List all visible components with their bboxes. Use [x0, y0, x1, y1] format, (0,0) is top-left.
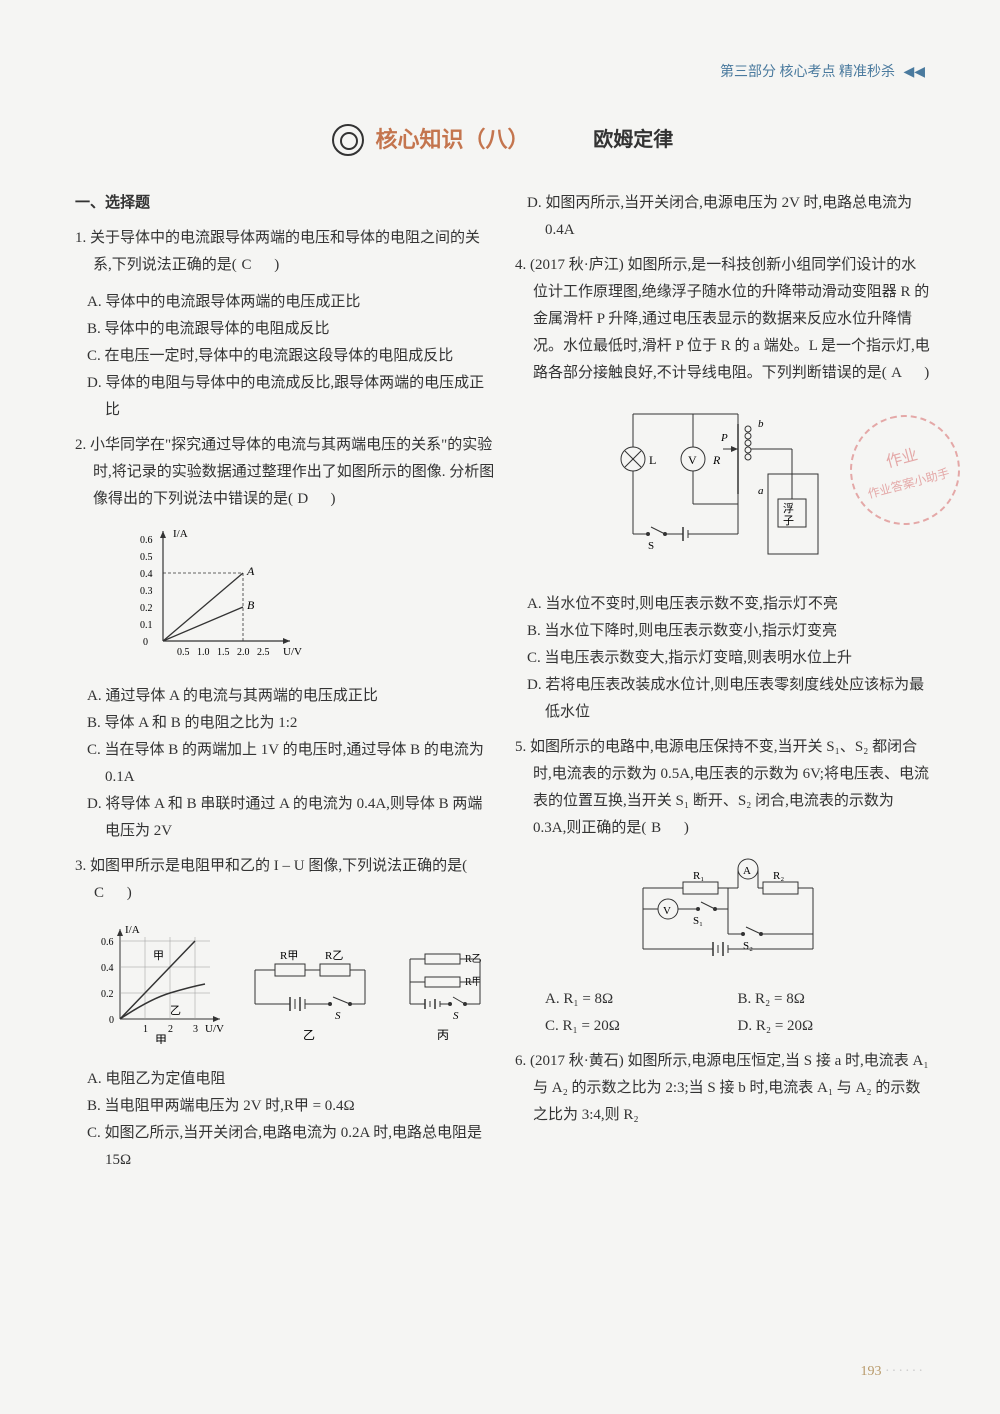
svg-text:0.1: 0.1: [140, 620, 153, 631]
svg-text:V: V: [688, 453, 697, 467]
q5-optB: B. R₂ = 8Ω: [738, 986, 931, 1013]
svg-text:A: A: [743, 865, 751, 877]
svg-text:S₂: S₂: [743, 940, 753, 952]
q2-graph: I/A U/V 0 0.1 0.2 0.3 0.4 0.5 0.6 0.5 1.…: [135, 523, 495, 673]
page-title: 核心知识（八） 欧姆定律: [75, 120, 930, 160]
q5-diagram: A R₁ R₂ V S₁: [515, 854, 930, 974]
svg-text:I/A: I/A: [173, 528, 188, 540]
svg-text:0.3: 0.3: [140, 586, 153, 597]
q2-stem: 2. 小华同学在"探究通过导体的电流与其两端电压的关系"的实验时,将记录的实验数…: [75, 432, 495, 513]
svg-text:0.6: 0.6: [140, 535, 153, 546]
svg-text:1: 1: [143, 1024, 148, 1035]
svg-text:0: 0: [109, 1015, 114, 1026]
q1-optD: D. 导体的电阻与导体中的电流成反比,跟导体两端的电压成正比: [75, 370, 495, 424]
q1-optC: C. 在电压一定时,导体中的电流跟这段导体的电阻成反比: [75, 343, 495, 370]
svg-text:0.2: 0.2: [140, 603, 153, 614]
svg-text:丙: 丙: [437, 1028, 449, 1042]
svg-text:浮: 浮: [783, 502, 794, 515]
svg-text:a: a: [758, 485, 764, 497]
q1-optA: A. 导体中的电流跟导体两端的电压成正比: [75, 289, 495, 316]
q1-answer: C: [241, 252, 271, 279]
svg-text:I/A: I/A: [125, 924, 140, 936]
section-title: 一、选择题: [75, 190, 495, 217]
q5-optC: C. R₁ = 20Ω: [545, 1013, 738, 1040]
q3-optC: C. 如图乙所示,当开关闭合,电路电流为 0.2A 时,电路总电阻是 15Ω: [75, 1120, 495, 1174]
left-column: 一、选择题 1. 关于导体中的电流跟导体两端的电压和导体的电阻之间的关系,下列说…: [75, 190, 495, 1174]
svg-text:0.4: 0.4: [101, 963, 114, 974]
svg-text:甲: 甲: [155, 1033, 167, 1044]
q2-optD: D. 将导体 A 和 B 串联时通过 A 的电流为 0.4A,则导体 B 两端电…: [75, 791, 495, 845]
q4-stem: 4. (2017 秋·庐江) 如图所示,是一科技创新小组同学们设计的水位计工作原…: [515, 252, 930, 387]
svg-text:0.5: 0.5: [140, 552, 153, 563]
title-sub: 欧姆定律: [593, 129, 673, 151]
content-area: 一、选择题 1. 关于导体中的电流跟导体两端的电压和导体的电阻之间的关系,下列说…: [75, 190, 930, 1174]
svg-text:R₂: R₂: [773, 870, 784, 882]
q5-answer: B: [650, 815, 680, 842]
svg-text:1.0: 1.0: [197, 647, 210, 658]
svg-text:0.5: 0.5: [177, 647, 190, 658]
q1-stem: 1. 关于导体中的电流跟导体两端的电压和导体的电阻之间的关系,下列说法正确的是(…: [75, 225, 495, 279]
svg-text:R₁: R₁: [693, 870, 704, 882]
q4-optA: A. 当水位不变时,则电压表示数不变,指示灯不亮: [515, 591, 930, 618]
q3-diagram: I/A U/V 0 0.2 0.4 0.6 1 2 3: [75, 919, 495, 1054]
q4-optB: B. 当水位下降时,则电压表示数变小,指示灯变亮: [515, 618, 930, 645]
q4-optD: D. 若将电压表改装成水位计,则电压表零刻度线处应该标为最低水位: [515, 672, 930, 726]
q6-stem: 6. (2017 秋·黄石) 如图所示,电源电压恒定,当 S 接 a 时,电流表…: [515, 1048, 930, 1129]
q2-answer: D: [297, 486, 327, 513]
title-main: 核心知识（八）: [375, 127, 529, 152]
q4-optC: C. 当电压表示数变大,指示灯变暗,则表明水位上升: [515, 645, 930, 672]
svg-text:0: 0: [143, 637, 148, 648]
svg-text:2: 2: [168, 1024, 173, 1035]
svg-text:R乙: R乙: [325, 949, 343, 962]
svg-text:S: S: [453, 1010, 459, 1022]
svg-text:子: 子: [783, 514, 794, 527]
svg-text:V: V: [663, 905, 671, 917]
svg-text:S: S: [648, 540, 654, 552]
q2-optC: C. 当在导体 B 的两端加上 1V 的电压时,通过导体 B 的电流为 0.1A: [75, 737, 495, 791]
q1-optB: B. 导体中的电流跟导体的电阻成反比: [75, 316, 495, 343]
q3-optD: D. 如图丙所示,当开关闭合,电源电压为 2V 时,电路总电流为 0.4A: [515, 190, 930, 244]
svg-text:L: L: [649, 453, 656, 467]
right-column: D. 如图丙所示,当开关闭合,电源电压为 2V 时,电路总电流为 0.4A 4.…: [515, 190, 930, 1174]
target-icon: [332, 124, 364, 156]
header-breadcrumb: 第三部分 核心考点 精准秒杀 ◀◀: [720, 60, 925, 85]
q5-stem: 5. 如图所示的电路中,电源电压保持不变,当开关 S₁、S₂ 都闭合时,电流表的…: [515, 734, 930, 842]
svg-text:P: P: [720, 432, 728, 444]
q3-stem: 3. 如图甲所示是电阻甲和乙的 I – U 图像,下列说法正确的是( C ): [75, 853, 495, 907]
q5-optD: D. R₂ = 20Ω: [738, 1013, 931, 1040]
svg-text:A: A: [246, 564, 255, 578]
svg-text:2.5: 2.5: [257, 647, 270, 658]
q2-optB: B. 导体 A 和 B 的电阻之比为 1:2: [75, 710, 495, 737]
q3-answer: C: [93, 880, 123, 907]
q3-optB: B. 当电阻甲两端电压为 2V 时,R甲 = 0.4Ω: [75, 1093, 495, 1120]
svg-text:S₁: S₁: [693, 915, 703, 927]
svg-text:乙: 乙: [303, 1028, 315, 1042]
svg-text:2.0: 2.0: [237, 647, 250, 658]
page-number: 193 ······: [861, 1359, 925, 1384]
svg-text:B: B: [247, 598, 255, 612]
svg-text:乙: 乙: [170, 1004, 181, 1017]
svg-text:0.6: 0.6: [101, 937, 114, 948]
svg-text:b: b: [758, 418, 764, 430]
q4-answer: A: [891, 360, 921, 387]
svg-text:0.2: 0.2: [101, 989, 114, 1000]
svg-text:甲: 甲: [153, 950, 164, 962]
arrow-icon: ◀◀: [903, 60, 925, 85]
svg-text:R甲: R甲: [280, 950, 298, 962]
q5-optA: A. R₁ = 8Ω: [545, 986, 738, 1013]
q2-optA: A. 通过导体 A 的电流与其两端的电压成正比: [75, 683, 495, 710]
svg-text:U/V: U/V: [205, 1023, 224, 1035]
svg-text:1.5: 1.5: [217, 647, 230, 658]
svg-text:3: 3: [193, 1024, 198, 1035]
q3-optA: A. 电阻乙为定值电阻: [75, 1066, 495, 1093]
svg-text:S: S: [335, 1010, 341, 1022]
svg-text:U/V: U/V: [283, 646, 302, 658]
svg-text:R: R: [712, 453, 721, 467]
svg-text:0.4: 0.4: [140, 569, 153, 580]
